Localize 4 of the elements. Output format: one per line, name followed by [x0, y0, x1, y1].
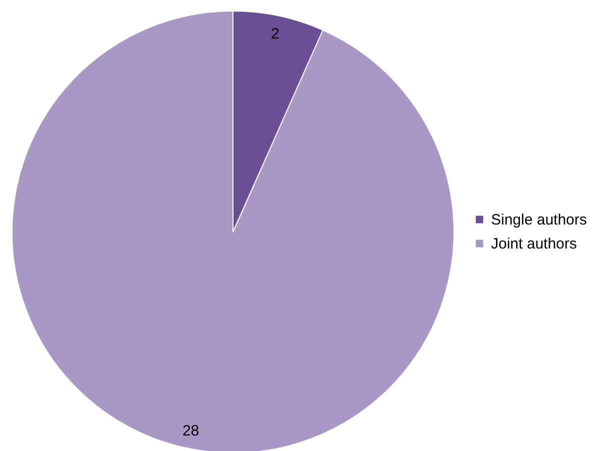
data-label: 2	[271, 25, 280, 42]
legend-label: Single authors	[491, 212, 587, 228]
legend-label: Joint authors	[491, 236, 577, 252]
data-label: 28	[182, 422, 200, 440]
